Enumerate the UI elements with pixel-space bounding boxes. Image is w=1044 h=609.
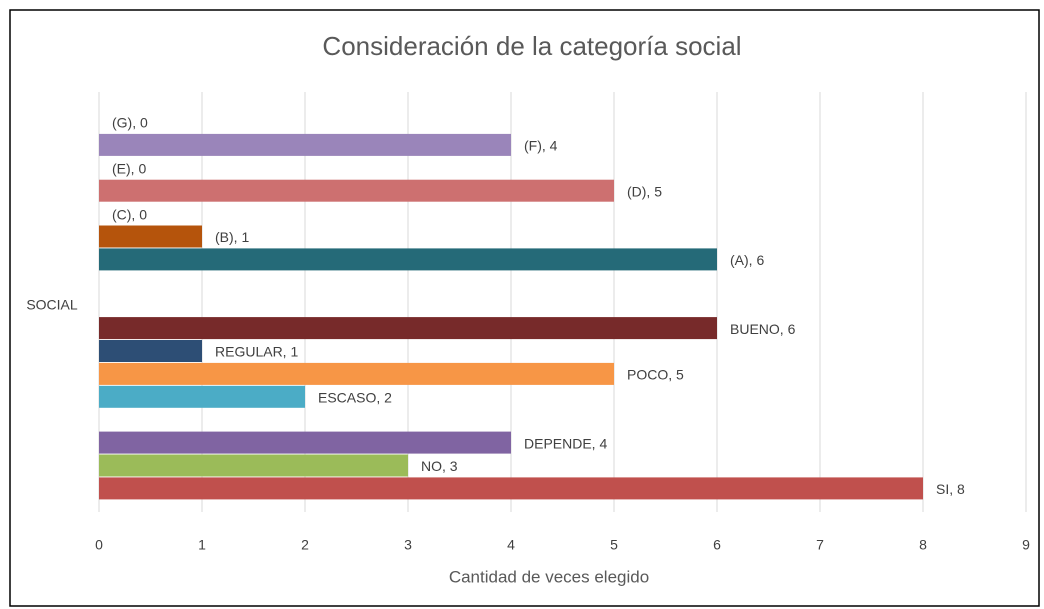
data-label: (G), 0: [112, 115, 148, 131]
bar: [99, 362, 614, 385]
x-tick-label: 7: [816, 537, 824, 553]
x-tick-label: 2: [301, 537, 309, 553]
bar: [99, 179, 614, 202]
x-tick-label: 4: [507, 537, 515, 553]
data-label: DEPENDE, 4: [524, 435, 607, 451]
bar: [99, 225, 202, 248]
x-tick-label: 6: [713, 537, 721, 553]
data-label: (E), 0: [112, 161, 146, 177]
data-label: (A), 6: [730, 252, 764, 268]
bar: [99, 431, 511, 454]
x-axis-title: Cantidad de veces elegido: [449, 567, 649, 586]
chart-border: [9, 9, 1040, 607]
bar: [99, 477, 923, 500]
data-label: POCO, 5: [627, 367, 684, 383]
category-label: SOCIAL: [26, 297, 78, 313]
data-label: BUENO, 6: [730, 321, 796, 337]
bar: [99, 454, 408, 477]
x-tick-label: 1: [198, 537, 206, 553]
data-label: (F), 4: [524, 138, 558, 154]
bar: [99, 340, 202, 362]
data-label: (C), 0: [112, 206, 147, 222]
data-label: (B), 1: [215, 229, 249, 245]
data-label: (D), 5: [627, 183, 662, 199]
x-tick-label: 9: [1022, 537, 1030, 553]
bar: [99, 385, 305, 408]
x-tick-label: 0: [95, 537, 103, 553]
bar: [99, 248, 717, 271]
bar: [99, 133, 511, 156]
x-tick-label: 8: [919, 537, 927, 553]
bar: [99, 317, 717, 340]
data-label: NO, 3: [421, 458, 458, 474]
data-label: ESCASO, 2: [318, 390, 392, 406]
x-tick-label: 3: [404, 537, 412, 553]
chart-title: Consideración de la categoría social: [322, 31, 741, 61]
x-tick-label: 5: [610, 537, 618, 553]
data-label: SI, 8: [936, 481, 965, 497]
data-label: REGULAR, 1: [215, 344, 298, 360]
